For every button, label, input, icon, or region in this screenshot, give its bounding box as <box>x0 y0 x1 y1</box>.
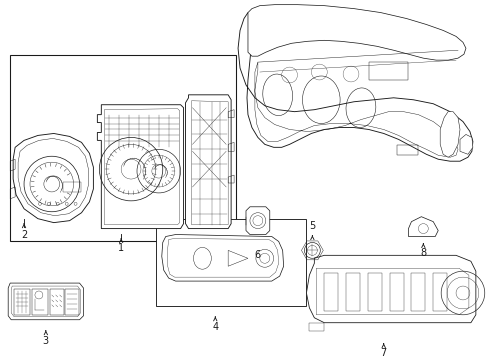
Bar <box>64 289 79 315</box>
Bar <box>432 273 446 311</box>
Polygon shape <box>247 5 465 60</box>
Polygon shape <box>162 234 283 281</box>
Text: 3: 3 <box>42 336 49 346</box>
Polygon shape <box>185 95 231 229</box>
Text: 5: 5 <box>308 221 315 231</box>
Bar <box>156 219 306 306</box>
Polygon shape <box>245 207 269 234</box>
Polygon shape <box>238 13 472 161</box>
Bar <box>410 273 425 311</box>
Bar <box>389 273 403 311</box>
Polygon shape <box>306 255 475 323</box>
Polygon shape <box>407 217 437 237</box>
Polygon shape <box>13 134 93 222</box>
Bar <box>32 289 48 315</box>
Bar <box>346 273 359 311</box>
Text: 6: 6 <box>254 250 261 260</box>
Bar <box>10 55 236 242</box>
Bar <box>62 182 81 192</box>
Polygon shape <box>8 283 83 320</box>
Text: 8: 8 <box>419 248 426 258</box>
Text: 4: 4 <box>212 322 218 332</box>
Bar <box>367 273 381 311</box>
Bar <box>324 273 337 311</box>
Polygon shape <box>97 105 183 229</box>
Text: 1: 1 <box>118 243 124 253</box>
Polygon shape <box>459 134 472 154</box>
Bar <box>50 289 63 315</box>
Text: 2: 2 <box>21 230 27 239</box>
Bar <box>368 62 407 80</box>
Bar <box>14 289 30 315</box>
Polygon shape <box>439 112 459 157</box>
Bar <box>396 145 418 155</box>
Text: 7: 7 <box>380 348 386 359</box>
